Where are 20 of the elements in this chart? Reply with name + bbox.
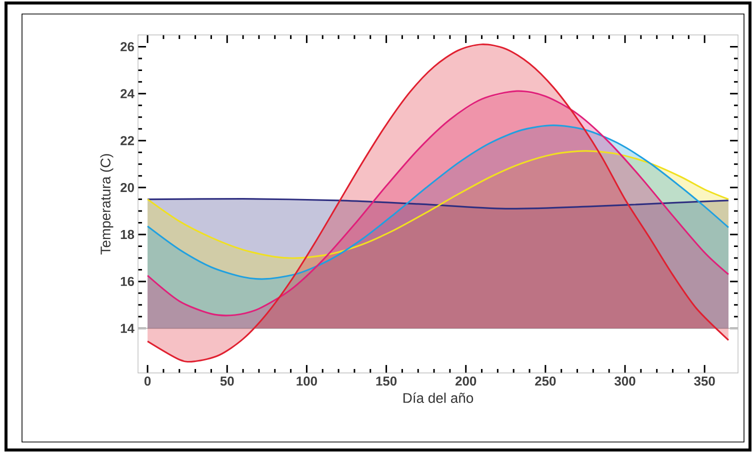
x-tick-label: 250 xyxy=(535,376,556,386)
x-tick-label: 100 xyxy=(296,376,317,386)
x-tick-label: 150 xyxy=(376,376,397,386)
x-tick-label: 300 xyxy=(614,376,636,386)
line-series xyxy=(146,198,730,210)
x-tick-label: 50 xyxy=(220,376,234,386)
line-series xyxy=(146,124,730,280)
y-tick-label: 18 xyxy=(120,230,134,240)
y-tick-label: 20 xyxy=(120,182,134,192)
x-axis-title: Día del año xyxy=(403,392,474,403)
y-tick-label: 14 xyxy=(120,324,134,333)
y-tick-label: 26 xyxy=(120,42,134,52)
y-tick-label: 22 xyxy=(120,136,134,146)
line-series xyxy=(146,150,730,259)
y-tick-label: 16 xyxy=(120,276,134,286)
y-tick-label: 24 xyxy=(120,89,134,98)
x-tick-label: 0 xyxy=(144,376,151,386)
x-tick-label: 350 xyxy=(694,376,715,386)
x-tick-label: 200 xyxy=(456,376,476,386)
y-axis-title: Temperatura (C) xyxy=(100,154,114,254)
